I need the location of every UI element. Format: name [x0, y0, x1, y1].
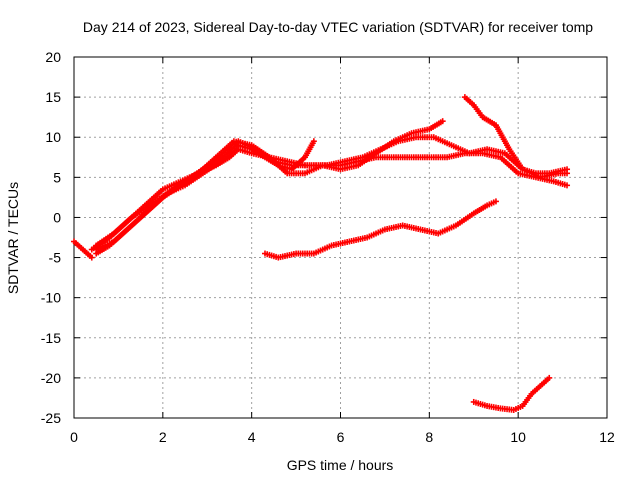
x-tick-label: 10 — [510, 429, 526, 445]
chart-title: Day 214 of 2023, Sidereal Day-to-day VTE… — [83, 19, 593, 35]
x-tick-labels: 0 2 4 6 8 10 12 — [70, 429, 615, 445]
x-tick-label: 12 — [599, 429, 615, 445]
y-tick-label: 5 — [53, 169, 61, 185]
arc-4-point — [310, 138, 317, 145]
arc-1-point — [564, 182, 571, 189]
y-tick-label: -5 — [49, 250, 62, 266]
y-axis-label: SDTVAR / TECUs — [5, 182, 21, 294]
y-tick-label: -25 — [41, 410, 61, 426]
x-axis-label: GPS time / hours — [287, 457, 394, 473]
y-tick-label: -10 — [41, 290, 61, 306]
y-tick-label: 10 — [45, 129, 61, 145]
arc-3-point — [439, 118, 446, 125]
x-tick-label: 0 — [70, 429, 78, 445]
arc-7-point — [564, 166, 571, 173]
y-tick-label: 0 — [53, 209, 61, 225]
x-tick-label: 6 — [337, 429, 345, 445]
y-tick-labels: -25 -20 -15 -10 -5 0 5 10 15 20 — [41, 49, 61, 426]
y-tick-label: -20 — [41, 370, 61, 386]
grid-lines — [74, 57, 607, 418]
x-tick-label: 4 — [248, 429, 256, 445]
y-tick-label: 15 — [45, 89, 61, 105]
x-tick-label: 2 — [159, 429, 167, 445]
x-tick-label: 8 — [425, 429, 433, 445]
y-tick-label: 20 — [45, 49, 61, 65]
arc-5-point — [88, 254, 95, 261]
arc-6-point — [492, 198, 499, 205]
y-tick-label: -15 — [41, 330, 61, 346]
arc-8-point — [546, 374, 553, 381]
axis-ticks — [73, 56, 608, 419]
data-points — [71, 94, 571, 413]
